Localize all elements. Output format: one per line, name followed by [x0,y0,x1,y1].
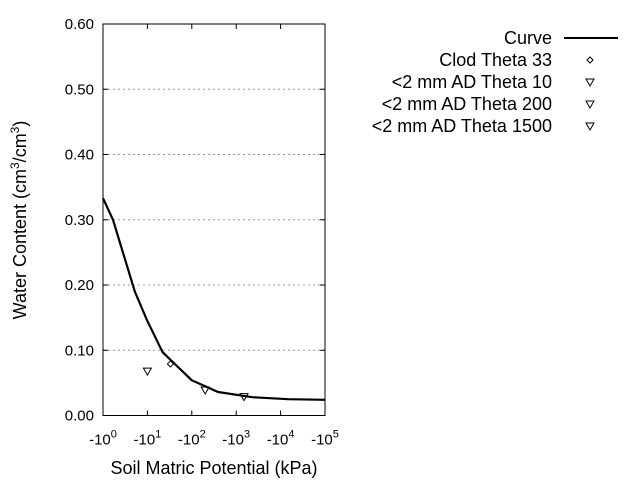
x-tick-label: -102 [178,429,206,449]
legend-label: Clod Theta 33 [439,50,552,70]
x-tick-label: -105 [311,429,339,449]
y-tick-label: 0.50 [65,81,94,98]
x-tick-label: -103 [222,429,250,449]
x-tick-label: -101 [133,429,161,449]
y-tick-label: 0.30 [65,212,94,229]
legend-label: <2 mm AD Theta 200 [382,94,552,114]
y-tick-label: 0.20 [65,277,94,294]
diamond-marker [166,360,175,368]
triangle-marker [585,100,595,110]
triangle-marker [585,122,595,132]
y-tick-label: 0.00 [65,408,94,425]
y-tick-label: 0.60 [65,16,94,33]
diamond-marker [586,56,594,64]
plot-frame [102,23,326,416]
legend-label: Curve [504,28,552,48]
triangle-marker [585,78,595,88]
grid [103,88,325,351]
y-tick-label: 0.40 [65,147,94,164]
triangle-marker [142,367,153,377]
y-tick-label: 0.10 [65,342,94,359]
triangle-marker [239,393,249,402]
axes: 0.00 0.10 0.20 0.30 0.40 0.50 0.60 -100 -101 -102… [65,16,339,449]
y-axis-label: Water Content (cm3/cm3) [8,121,30,320]
marks [102,197,326,402]
x-tick-label: -104 [267,429,295,449]
x-tick-label: -100 [89,429,117,449]
legend-label: <2 mm AD Theta 10 [392,72,552,92]
legend-label: <2 mm AD Theta 1500 [372,116,552,136]
x-axis-label: Soil Matric Potential (kPa) [110,458,317,478]
curve-line [102,197,326,401]
triangle-marker [200,386,211,396]
